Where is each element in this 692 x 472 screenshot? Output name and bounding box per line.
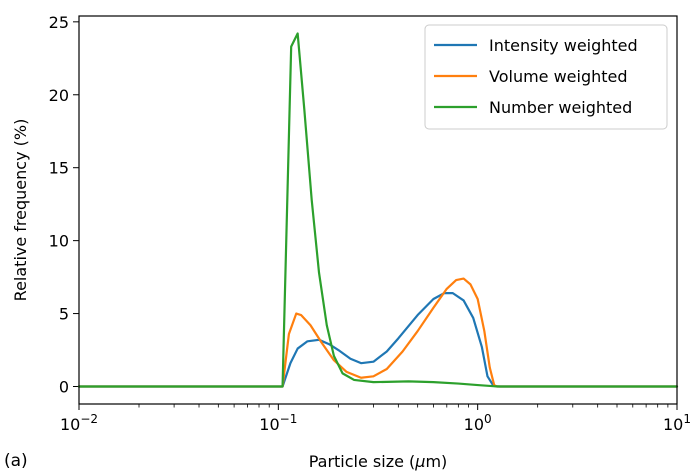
x-axis-label-unit-symbol: μ — [414, 452, 425, 471]
y-tick-label: 5 — [59, 305, 69, 324]
panel-label: (a) — [4, 451, 28, 471]
x-tick-label-base: 10 — [464, 415, 484, 434]
x-tick-label: 10−2 — [60, 412, 98, 434]
x-tick-label-base: 10 — [663, 415, 683, 434]
y-axis-ticks: 0 5 10 15 20 25 — [49, 13, 79, 396]
x-tick-label: 101 — [663, 412, 691, 434]
legend-label: Number weighted — [489, 98, 632, 117]
y-tick-label: 15 — [49, 159, 69, 178]
x-tick-label-exponent: −2 — [80, 412, 98, 426]
x-tick-label-base: 10 — [60, 415, 80, 434]
series-line-1 — [77, 292, 679, 388]
x-tick-label-exponent: 1 — [683, 412, 691, 426]
legend-label: Intensity weighted — [489, 36, 638, 55]
x-tick-label-exponent: 0 — [484, 412, 492, 426]
x-tick-label: 100 — [464, 412, 492, 434]
y-tick-label: 25 — [49, 13, 69, 32]
x-axis-label: Particle size (μm) — [309, 452, 448, 471]
series-line-3 — [77, 32, 679, 388]
legend: Intensity weighted Volume weighted Number … — [424, 24, 668, 130]
x-axis-label-suffix: m) — [425, 452, 447, 471]
y-tick-label: 10 — [49, 232, 69, 251]
x-tick-label: 10−1 — [259, 412, 297, 434]
series-lines — [77, 32, 679, 388]
x-axis-ticks: 10−2 10−1 100 101 — [60, 404, 691, 434]
legend-box — [424, 24, 668, 130]
x-tick-label-base: 10 — [259, 415, 279, 434]
legend-label: Volume weighted — [489, 67, 628, 86]
y-axis-label: Relative frequency (%) — [11, 119, 30, 302]
y-tick-label: 20 — [49, 86, 69, 105]
plot-frame — [78, 15, 678, 405]
y-tick-label: 0 — [59, 377, 69, 396]
series-line-2 — [77, 277, 679, 388]
x-axis-label-prefix: Particle size ( — [309, 452, 416, 471]
x-tick-label-exponent: −1 — [280, 412, 298, 426]
